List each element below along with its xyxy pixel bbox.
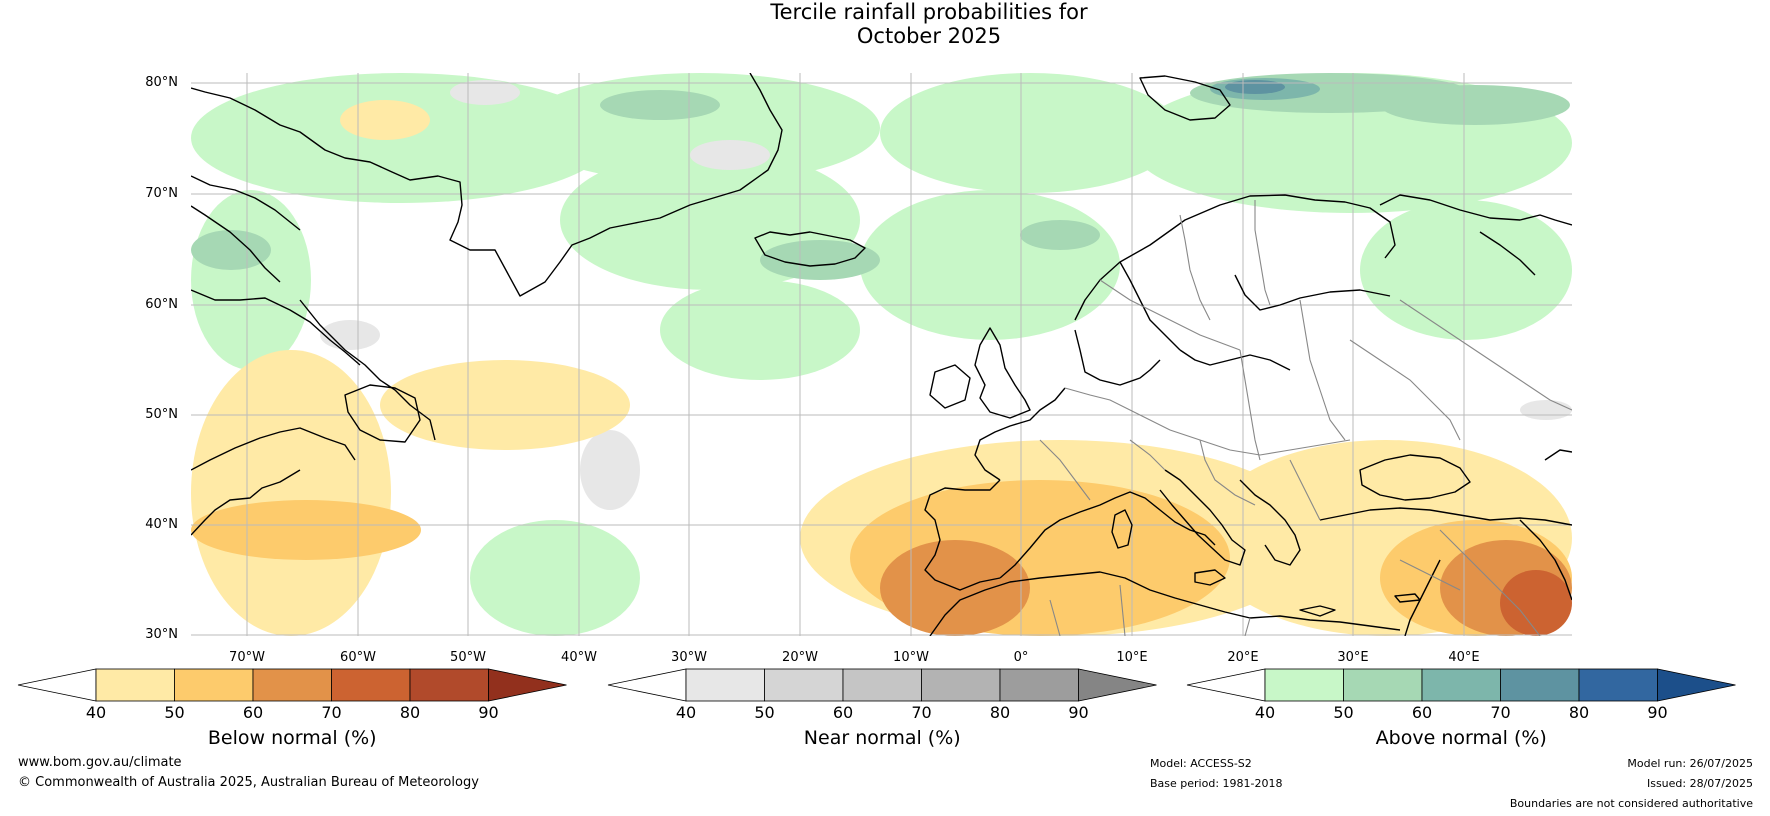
colorbar-near-tick-label: 80 (989, 703, 1011, 722)
probability-patches (191, 73, 1572, 636)
title-line-2: October 2025 (856, 24, 1002, 48)
model-run-text: Model run: 26/07/2025 (1627, 757, 1753, 770)
colorbar-near-tick-label: 90 (1068, 703, 1089, 722)
lat-label-80n: 80°N (145, 75, 178, 90)
colorbar-above-tick-label: 80 (1568, 703, 1590, 722)
probability-patch-below (191, 350, 391, 636)
probability-patch-above (1225, 80, 1285, 94)
colorbar-near-tick-label: 40 (675, 703, 697, 722)
probability-patch-above (880, 73, 1180, 193)
colorbar-near-segment (764, 668, 844, 702)
lon-label-40e: 40°E (1448, 650, 1480, 665)
colorbar-above-high-arrow (1657, 668, 1736, 702)
lon-label-20e: 20°E (1227, 650, 1259, 665)
probability-patch-below (1500, 570, 1572, 636)
colorbar-above-tick-label: 60 (1411, 703, 1433, 722)
lat-label-50n: 50°N (145, 407, 178, 422)
probability-patch-below (380, 360, 630, 450)
probability-patch-below (340, 100, 430, 140)
colorbar-near-segment (842, 668, 922, 702)
probability-patch-near (320, 320, 380, 350)
colorbar-below-segment (252, 668, 332, 702)
copyright-text: © Commonwealth of Australia 2025, Austra… (18, 775, 479, 790)
probability-patch-near (1520, 400, 1572, 420)
probability-patch-above (191, 230, 271, 270)
lat-label-30n: 30°N (145, 627, 178, 642)
colorbar-below-title: Below normal (%) (207, 727, 377, 749)
colorbar-below-tick-label: 60 (242, 703, 264, 722)
lon-label-10e: 10°E (1116, 650, 1148, 665)
lon-label-70w: 70°W (229, 650, 265, 665)
lat-label-60n: 60°N (145, 297, 178, 312)
colorbar-near-segment (999, 668, 1079, 702)
title-line-1: Tercile rainfall probabilities for (770, 0, 1088, 24)
colorbar-below-segment (174, 668, 254, 702)
page-title: Tercile rainfall probabilities for Octob… (0, 0, 1770, 48)
colorbar-below-tick-label: 70 (321, 703, 342, 722)
colorbar-near-tick-label: 50 (754, 703, 775, 722)
disclaimer-text: Boundaries are not considered authoritat… (1509, 797, 1753, 810)
colorbar-above-tick-label: 70 (1490, 703, 1511, 722)
colorbar-near-segment (921, 668, 1001, 702)
probability-patch-near (450, 80, 520, 105)
map-gridlines (191, 73, 1572, 636)
country-borders (1039, 200, 1572, 636)
colorbar-near-title: Near normal (%) (803, 727, 961, 749)
probability-patch-below (191, 500, 421, 560)
issued-text: Issued: 28/07/2025 (1646, 777, 1753, 790)
coastlines (191, 73, 1572, 636)
colorbar-below-low-arrow (17, 668, 97, 702)
lon-label-0: 0° (1013, 650, 1029, 665)
probability-patch-above (860, 190, 1120, 340)
colorbar-above-tick-label: 40 (1254, 703, 1276, 722)
lon-label-30w: 30°W (671, 650, 707, 665)
base-period-text: Base period: 1981-2018 (1150, 777, 1283, 790)
probability-patch-above (660, 280, 860, 380)
colorbar-below-high-arrow (488, 668, 567, 702)
colorbar-below-tick-label: 50 (164, 703, 185, 722)
colorbar-above-tick-label: 90 (1647, 703, 1668, 722)
colorbar-above-tick-label: 50 (1333, 703, 1354, 722)
colorbar-above-segment (1500, 668, 1580, 702)
probability-patch-above (600, 90, 720, 120)
probability-patch-above (1020, 220, 1100, 250)
lat-label-40n: 40°N (145, 517, 178, 532)
colorbar-near-tick-label: 70 (911, 703, 932, 722)
colorbar-below-tick-label: 90 (478, 703, 499, 722)
colorbar-above-segment (1421, 668, 1501, 702)
colorbar-above-segment (1264, 668, 1344, 702)
lon-label-10w: 10°W (893, 650, 929, 665)
colorbar-near-low-arrow (607, 668, 687, 702)
colorbars (17, 668, 1736, 702)
lon-label-60w: 60°W (340, 650, 376, 665)
map-area (191, 73, 1572, 636)
colorbar-above-low-arrow (1186, 668, 1266, 702)
lat-label-70n: 70°N (145, 186, 178, 201)
probability-patch-above (470, 520, 640, 636)
colorbar-below-segment (409, 668, 489, 702)
colorbar-below-tick-label: 80 (399, 703, 421, 722)
model-text: Model: ACCESS-S2 (1150, 757, 1252, 770)
colorbar-near-segment (685, 668, 765, 702)
probability-patch-above (1360, 200, 1572, 340)
website-link[interactable]: www.bom.gov.au/climate (18, 755, 182, 770)
colorbar-below-tick-label: 40 (85, 703, 107, 722)
colorbar-above-segment (1578, 668, 1658, 702)
colorbar-near-tick-label: 60 (832, 703, 854, 722)
lon-label-40w: 40°W (561, 650, 597, 665)
colorbar-above-title: Above normal (%) (1375, 727, 1547, 749)
lon-label-20w: 20°W (782, 650, 818, 665)
probability-patch-near (690, 140, 770, 170)
lon-label-50w: 50°W (450, 650, 486, 665)
colorbar-above-segment (1343, 668, 1423, 702)
lon-label-30e: 30°E (1337, 650, 1369, 665)
colorbar-below-segment (331, 668, 411, 702)
probability-patch-above (1380, 85, 1570, 125)
probability-patch-above (760, 240, 880, 280)
colorbar-near-high-arrow (1078, 668, 1157, 702)
colorbar-below-segment (95, 668, 175, 702)
probability-patch-near (580, 430, 640, 510)
